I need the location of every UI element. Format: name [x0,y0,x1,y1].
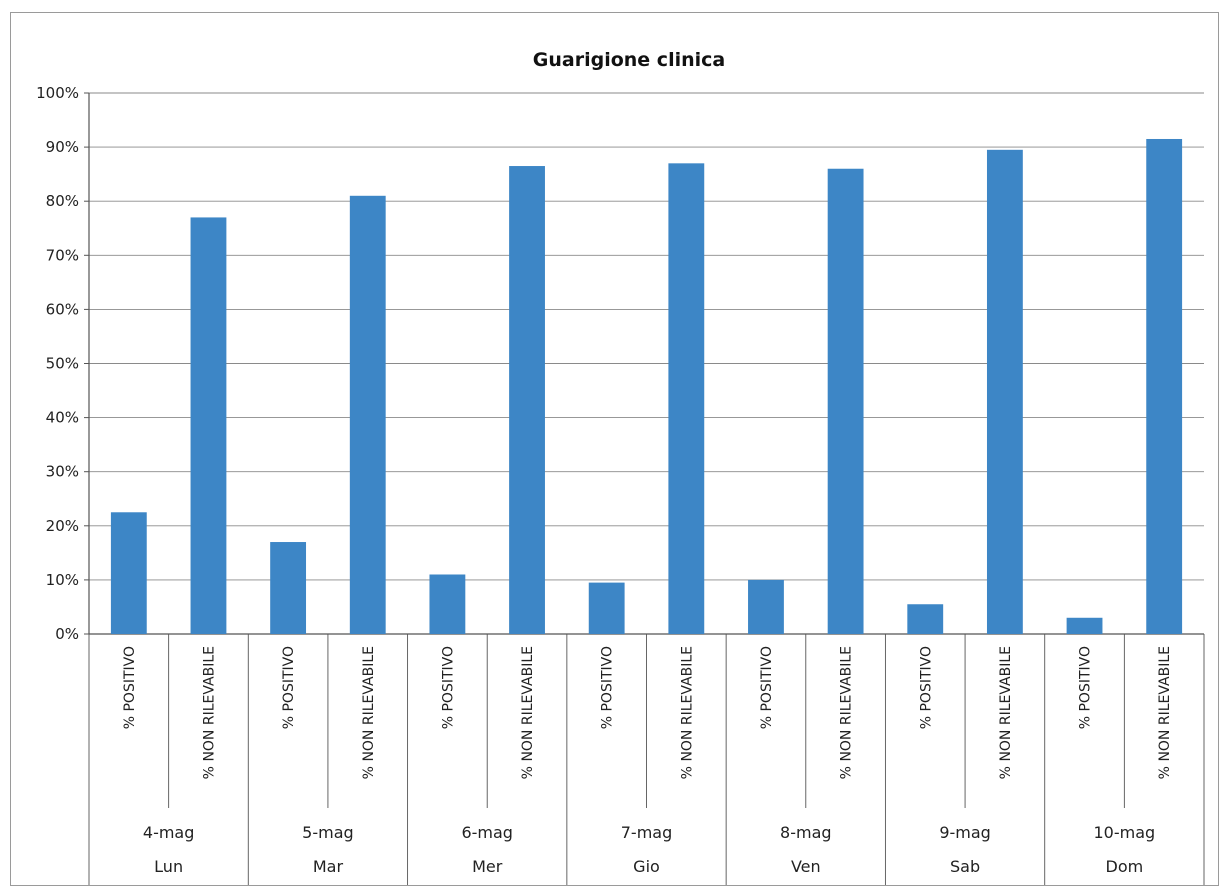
group-day-label: Sab [950,857,980,876]
group-date-label: 9-mag [939,823,991,842]
category-label: % POSITIVO [122,646,138,729]
bar [588,582,625,634]
bar [907,604,944,634]
y-tick-label: 0% [55,625,79,643]
y-tick-label: 30% [46,463,79,481]
bar [1066,617,1103,634]
y-tick-label: 100% [36,84,79,102]
y-tick-label: 70% [46,246,79,264]
group-date-label: 7-mag [621,823,673,842]
bar [748,579,784,634]
category-label: % NON RILEVABILE [520,646,536,779]
chart-title: Guarigione clinica [533,49,725,71]
group-date-label: 10-mag [1094,823,1156,842]
bar [110,512,147,634]
y-tick-label: 90% [46,138,79,156]
y-tick-label: 40% [46,409,79,427]
bars [110,138,1183,635]
category-label: % POSITIVO [759,646,775,729]
category-label: % POSITIVO [918,646,934,729]
bar [668,163,705,634]
group-day-label: Mer [472,857,503,876]
category-label: % POSITIVO [600,646,616,729]
y-tick-label: 20% [46,517,79,535]
bar [190,217,227,634]
category-label: % NON RILEVABILE [201,646,217,779]
gridlines [84,92,1204,635]
group-day-label: Mar [313,857,344,876]
x-axis: % POSITIVO % NON RILEVABILE 4-mag Lun % POSI… [88,634,1205,885]
category-label: % NON RILEVABILE [361,646,377,779]
category-label: % POSITIVO [1078,646,1094,729]
bar [270,542,307,634]
group-date-label: 6-mag [461,823,513,842]
bar-chart: Guarigione clinica 0% 10% 20% 30% 40% 50% 60% 7… [36,49,1205,885]
bar [986,149,1023,634]
category-label: % POSITIVO [281,646,297,729]
chart-frame: Guarigione clinica 0% 10% 20% 30% 40% 50% 60% 7… [10,12,1219,886]
bar [509,166,545,634]
group-date-label: 8-mag [780,823,832,842]
group-date-label: 4-mag [143,823,195,842]
bar [349,195,386,635]
group-day-label: Dom [1106,857,1144,876]
bar [429,574,466,634]
bar [827,168,864,635]
category-label: % NON RILEVABILE [839,646,855,779]
group-day-label: Lun [154,857,183,876]
bar [1146,138,1183,635]
y-tick-label: 80% [46,192,79,210]
y-tick-label: 60% [46,300,79,318]
group-day-label: Ven [791,857,821,876]
category-label: % NON RILEVABILE [998,646,1014,779]
group-date-label: 5-mag [302,823,354,842]
category-label: % POSITIVO [440,646,456,729]
group-day-label: Gio [633,857,660,876]
category-label: % NON RILEVABILE [1157,646,1173,779]
category-label: % NON RILEVABILE [679,646,695,779]
y-tick-label: 50% [46,355,79,373]
y-axis-ticks: 0% 10% 20% 30% 40% 50% 60% 70% 80% 90% 100% [36,84,79,643]
y-tick-label: 10% [46,571,79,589]
